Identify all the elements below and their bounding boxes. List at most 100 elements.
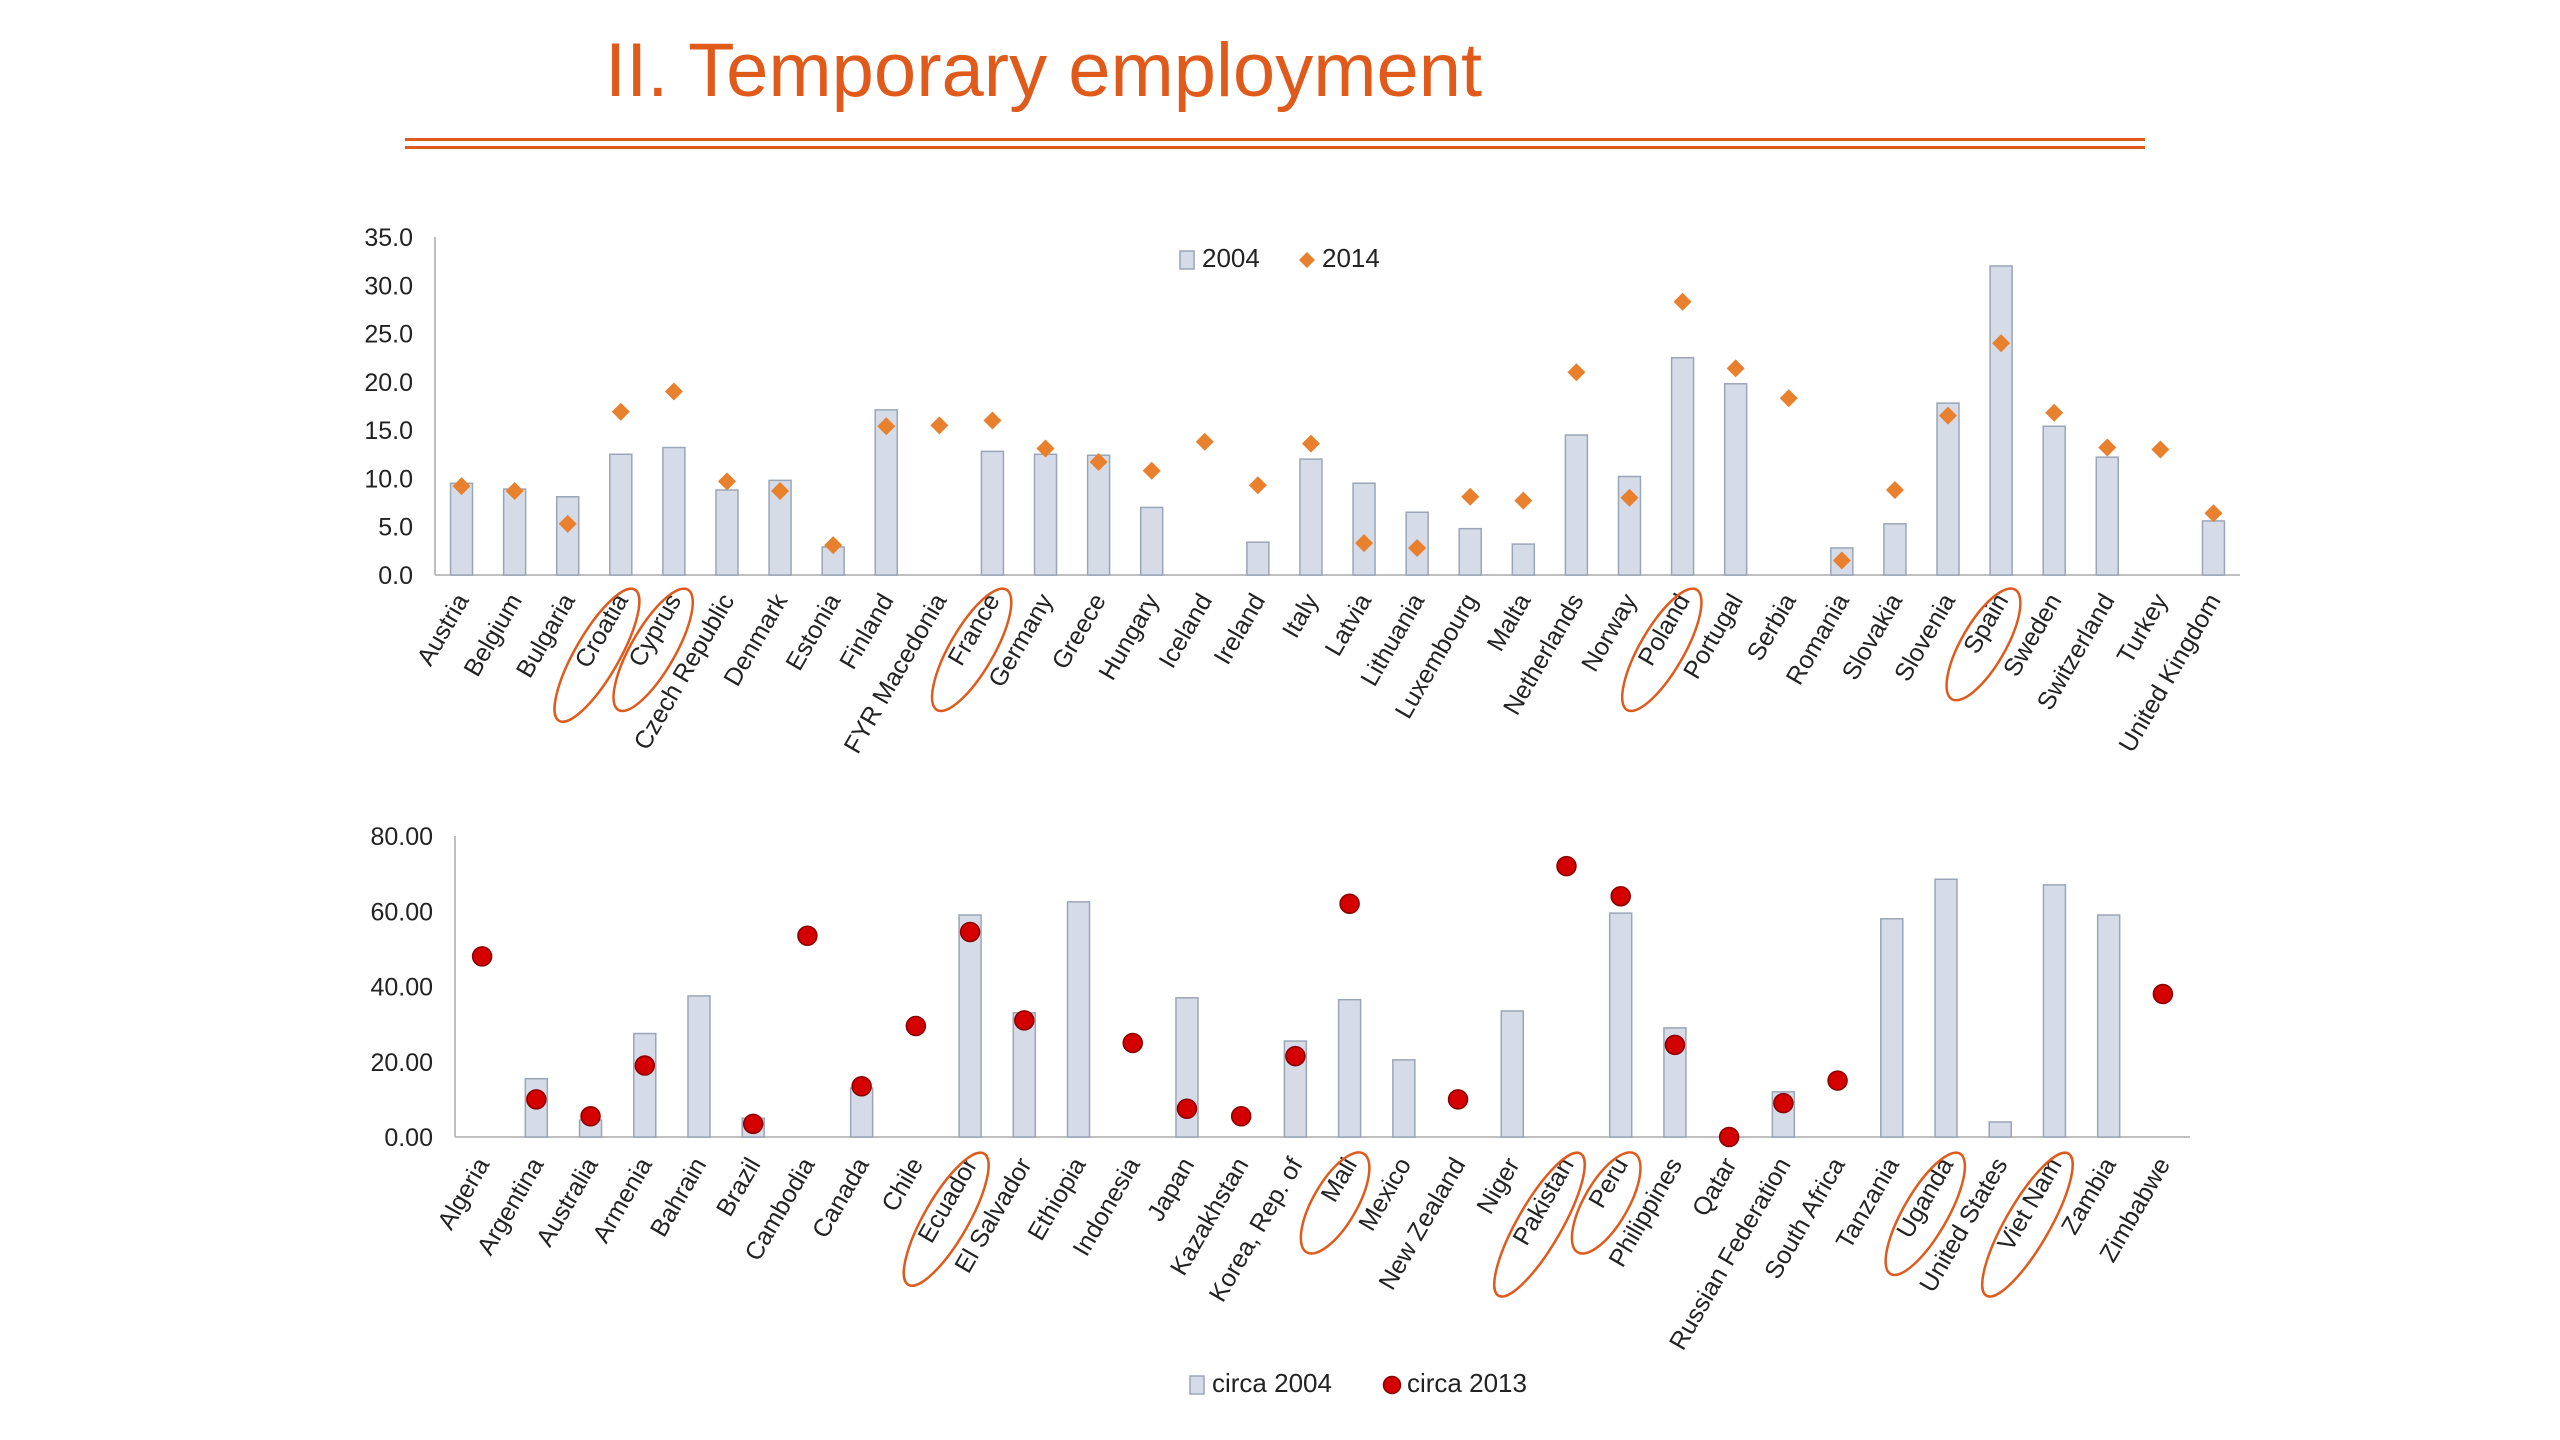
- legend-label: 2004: [1202, 243, 1260, 273]
- point-circa-2013: [580, 1106, 601, 1127]
- slide-title: II. Temporary employment: [605, 28, 1483, 113]
- bar-2004: [980, 450, 1005, 576]
- point-2014: [1939, 406, 1958, 425]
- bar-circa-2004: [2042, 884, 2067, 1138]
- legend-swatch-dot: [1382, 1375, 1402, 1395]
- highlight-ellipse: [1570, 1151, 1642, 1255]
- bar-circa-2004: [1608, 912, 1633, 1138]
- bar-2004: [2201, 520, 2226, 576]
- y-tick-label: 80.00: [370, 823, 433, 851]
- point-circa-2013: [526, 1089, 547, 1110]
- point-circa-2013: [1447, 1089, 1469, 1110]
- point-2014: [2098, 438, 2117, 457]
- bar-2004: [2042, 425, 2066, 576]
- point-2014: [1461, 487, 1480, 506]
- point-2014: [611, 402, 630, 421]
- point-2014: [983, 411, 1002, 430]
- point-2014: [1992, 334, 2011, 353]
- point-2014: [2151, 440, 2170, 459]
- highlight-ellipse: [1980, 1151, 2074, 1298]
- legend-swatch-diamond: [1299, 252, 1315, 268]
- bar-2004: [768, 479, 792, 576]
- y-tick-label: 5.0: [378, 514, 413, 542]
- bar-circa-2004: [1663, 1027, 1687, 1138]
- point-circa-2013: [742, 1113, 764, 1135]
- category-label: Italy: [1277, 589, 1324, 643]
- point-2014: [1832, 551, 1851, 570]
- bar-circa-2004: [1337, 998, 1362, 1138]
- point-circa-2013: [1827, 1070, 1848, 1091]
- bar-2004: [1139, 506, 1164, 576]
- bar-circa-2004: [1012, 1012, 1037, 1138]
- bar-circa-2004: [1066, 901, 1091, 1138]
- y-tick-label: 20.00: [370, 1049, 433, 1077]
- point-circa-2013: [1610, 885, 1631, 907]
- bar-2004: [1989, 265, 2013, 576]
- y-tick-label: 0.00: [384, 1124, 433, 1152]
- point-circa-2013: [2152, 983, 2174, 1005]
- bar-2004: [1033, 453, 1058, 576]
- point-2014: [824, 536, 843, 555]
- bar-circa-2004: [958, 914, 982, 1138]
- point-2014: [1673, 292, 1692, 311]
- point-2014: [1408, 538, 1427, 557]
- bar-2004: [1352, 482, 1376, 576]
- point-2014: [1301, 434, 1320, 453]
- point-2014: [1036, 439, 1055, 458]
- bar-2004: [1246, 541, 1270, 576]
- bar-circa-2004: [2096, 914, 2121, 1138]
- point-2014: [558, 514, 577, 533]
- bar-circa-2004: [1988, 1121, 2012, 1138]
- y-tick-label: 15.0: [364, 417, 413, 445]
- highlight-ellipse: [1620, 587, 1703, 713]
- bar-2004: [662, 446, 686, 576]
- legend-swatch-bar: [1189, 1375, 1205, 1395]
- bar-2004: [715, 489, 739, 576]
- y-tick-label: 10.0: [364, 465, 413, 493]
- point-2014: [1142, 461, 1161, 480]
- point-2014: [1514, 491, 1533, 510]
- title-divider-line-bottom: [405, 146, 2145, 149]
- category-label: Malta: [1482, 589, 1537, 656]
- highlight-ellipse: [1493, 1151, 1586, 1298]
- point-2014: [1885, 481, 1904, 500]
- category-label: United Kingdom: [2113, 589, 2226, 757]
- bar-2004: [1299, 458, 1323, 576]
- bar-2004: [555, 496, 580, 576]
- chart-2: 0.0020.0040.0060.0080.00AlgeriaArgentina…: [370, 823, 2190, 1398]
- point-2014: [930, 416, 949, 435]
- point-circa-2013: [905, 1015, 927, 1037]
- point-2014: [1195, 432, 1214, 451]
- legend-label: circa 2004: [1212, 1368, 1332, 1398]
- y-tick-label: 20.0: [364, 369, 413, 397]
- point-2014: [877, 417, 896, 436]
- point-2014: [1567, 363, 1586, 382]
- bar-2004: [874, 409, 898, 576]
- legend-label: 2014: [1322, 243, 1380, 273]
- point-2014: [452, 477, 471, 496]
- bar-circa-2004: [687, 995, 711, 1138]
- y-tick-label: 30.0: [364, 272, 413, 300]
- point-2014: [771, 481, 790, 500]
- y-tick-label: 0.0: [378, 562, 413, 590]
- category-label: Ireland: [1209, 589, 1271, 669]
- point-circa-2013: [1664, 1034, 1686, 1056]
- highlight-ellipse: [930, 587, 1013, 713]
- legend-label: circa 2013: [1407, 1368, 1527, 1398]
- bar-circa-2004: [1880, 918, 1904, 1138]
- point-2014: [1620, 488, 1639, 507]
- bar-2004: [1511, 543, 1536, 576]
- bar-circa-2004: [1500, 1010, 1525, 1138]
- bar-circa-2004: [1392, 1059, 1416, 1138]
- point-circa-2013: [1556, 855, 1577, 877]
- y-tick-label: 60.00: [370, 898, 433, 926]
- point-circa-2013: [1230, 1106, 1252, 1127]
- bar-2004: [2095, 456, 2120, 576]
- title-divider: [405, 138, 2145, 150]
- point-2014: [2045, 403, 2064, 422]
- bar-2004: [1086, 454, 1111, 576]
- category-label: Japan: [1142, 1153, 1200, 1226]
- point-circa-2013: [471, 946, 493, 967]
- point-circa-2013: [1339, 893, 1360, 914]
- bar-circa-2004: [1934, 878, 1958, 1138]
